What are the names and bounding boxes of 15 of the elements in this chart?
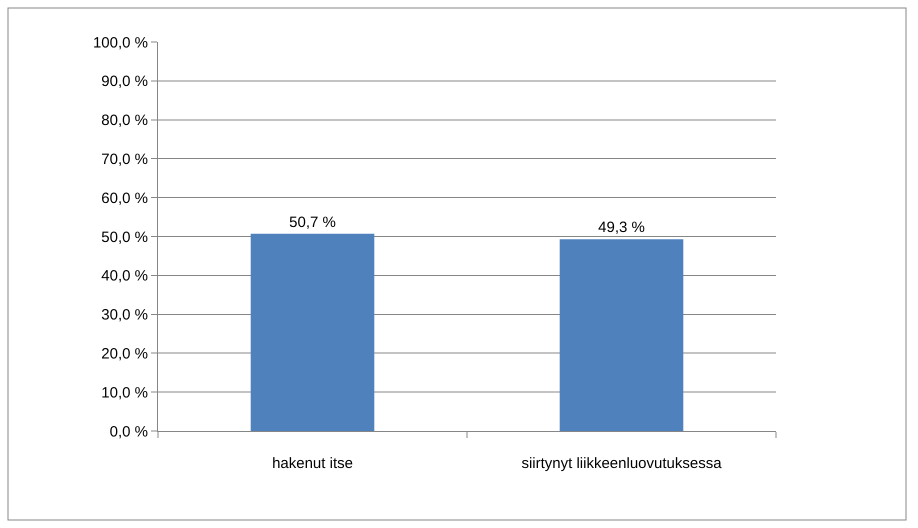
y-tick-label: 40,0 %: [101, 268, 148, 285]
y-tick-label: 0,0 %: [110, 423, 148, 440]
data-label: 50,7 %: [289, 214, 336, 231]
y-tick-label: 10,0 %: [101, 384, 148, 402]
y-tick-label: 90,0 %: [101, 73, 148, 90]
x-tick-label: siirtynyt liikkeenluovutuksessa: [521, 455, 722, 472]
y-tick-label: 50,0 %: [101, 228, 148, 246]
y-tick-label: 100,0 %: [92, 34, 148, 52]
y-tick-label: 80,0 %: [101, 112, 148, 130]
data-label: 49,3 %: [598, 219, 645, 236]
y-tick-label: 20,0 %: [101, 345, 148, 362]
y-tick-label: 30,0 %: [101, 306, 148, 324]
y-tick-label: 70,0 %: [101, 150, 148, 168]
y-tick-label: 60,0 %: [101, 190, 148, 207]
x-tick-label: hakenut itse: [272, 455, 353, 472]
